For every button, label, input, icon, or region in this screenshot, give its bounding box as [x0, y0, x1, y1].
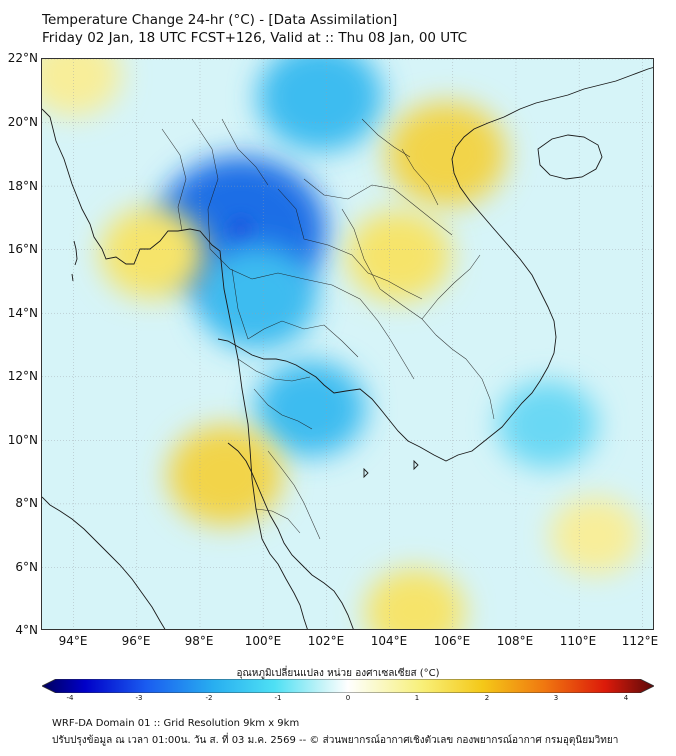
lon-label: 94°E: [58, 634, 88, 648]
lon-label: 104°E: [370, 634, 408, 648]
lon-label: 106°E: [433, 634, 471, 648]
footer-model-info: WRF-DA Domain 01 :: Grid Resolution 9km …: [52, 718, 300, 729]
colorbar-graphic: [41, 678, 655, 694]
lon-label: 102°E: [307, 634, 345, 648]
map-panel: [41, 58, 654, 630]
lat-label: 14°N: [7, 306, 38, 320]
colorbar-tick: -3: [135, 694, 143, 702]
field-anomaly-warm-andaman-sea: [99, 207, 206, 299]
province-borders: [161, 118, 495, 540]
graticule: [42, 59, 653, 629]
field-anomaly-warm-northeast-thailand: [346, 210, 452, 302]
lat-label: 6°N: [15, 560, 38, 574]
coastline-gulf-east: [217, 67, 653, 462]
colorbar-tick: 1: [414, 694, 420, 702]
lat-label: 20°N: [7, 115, 38, 129]
footer-credit: ปรับปรุงข้อมูล ณ เวลา 01:00น. วัน ส. ที่…: [52, 735, 619, 746]
colorbar-tick: 4: [623, 694, 629, 702]
lat-label: 18°N: [7, 179, 38, 193]
colorbar-tick: 2: [484, 694, 490, 702]
coastline-sumatra: [42, 496, 166, 629]
coastline-islands: [363, 459, 419, 479]
colorbar-title: อุณหภูมิเปลี่ยนแปลง หน่วย องศาเซลเซียส (…: [236, 668, 440, 679]
colorbar-tick: 0: [345, 694, 351, 702]
field-core-cool-core-northern-thailand: [229, 216, 254, 245]
lon-label: 112°E: [621, 634, 659, 648]
coastline-hainan: [537, 134, 603, 180]
field-anomaly-warm-southern-thailand: [167, 425, 283, 526]
lon-label: 96°E: [121, 634, 151, 648]
lon-label: 108°E: [496, 634, 534, 648]
coastline-andaman: [71, 240, 78, 282]
lat-label: 10°N: [7, 433, 38, 447]
lon-label: 100°E: [244, 634, 282, 648]
colorbar: [41, 678, 655, 694]
colorbar-tick: 3: [553, 694, 559, 702]
field-anomaly-warm-gulf-of-tonkin: [386, 101, 507, 207]
colorbar-gradient: [41, 678, 655, 694]
coastline-myanmar-west: [42, 108, 308, 629]
field-anomaly-warm-northwest-corner: [42, 59, 122, 117]
field-anomaly-cool-south-china-sea: [497, 380, 598, 469]
colorbar-tick: -1: [274, 694, 282, 702]
field-anomaly-warm-south-sea: [364, 568, 465, 629]
map-title: Temperature Change 24-hr (°C) - [Data As…: [42, 12, 398, 28]
lon-label: 98°E: [184, 634, 214, 648]
field-anomaly-cool-gulf-of-thailand: [255, 360, 366, 457]
lat-label: 12°N: [7, 369, 38, 383]
field-anomaly-warm-south-china-sea-east: [549, 496, 641, 575]
temperature-field-map: [42, 59, 653, 629]
field-anomaly-cool-central-thailand: [196, 244, 318, 350]
lat-label: 8°N: [15, 496, 38, 510]
lat-label: 22°N: [7, 51, 38, 65]
colorbar-tick: -2: [205, 694, 213, 702]
field-anomaly-cool-laos-highlands: [257, 59, 383, 152]
colorbar-tick: -4: [66, 694, 74, 702]
lat-label: 16°N: [7, 242, 38, 256]
coastline-malay-east: [227, 442, 354, 629]
lat-label: 4°N: [15, 623, 38, 637]
map-subtitle: Friday 02 Jan, 18 UTC FCST+126, Valid at…: [42, 30, 468, 46]
coastlines: [42, 67, 653, 629]
lon-label: 110°E: [559, 634, 597, 648]
